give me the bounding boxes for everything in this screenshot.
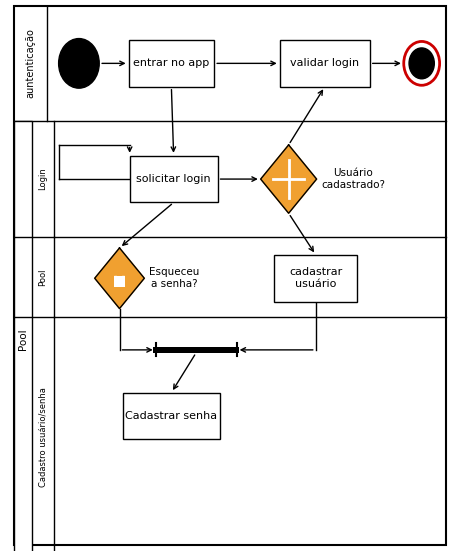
Bar (153, 347, 239, 353)
Text: Esqueceu
a senha?: Esqueceu a senha? (149, 267, 199, 289)
Text: Usuário
cadastrado?: Usuário cadastrado? (321, 168, 385, 190)
Bar (130, 156, 218, 203)
Text: Pool: Pool (38, 268, 47, 285)
Bar (129, 40, 214, 87)
Bar (123, 393, 220, 440)
Text: Login: Login (38, 168, 47, 191)
Text: Pool: Pool (18, 328, 28, 350)
Text: validar login: validar login (290, 58, 359, 68)
Text: cadastrar
usuário: cadastrar usuário (289, 267, 342, 289)
Text: Cadastrar senha: Cadastrar senha (125, 411, 217, 421)
Circle shape (59, 39, 99, 88)
Polygon shape (261, 145, 317, 213)
Text: solicitar login: solicitar login (136, 174, 211, 184)
Circle shape (409, 48, 434, 79)
Polygon shape (95, 248, 144, 309)
Bar (14, 121, 32, 551)
FancyBboxPatch shape (114, 276, 125, 287)
Text: auntenticação: auntenticação (25, 29, 36, 98)
Bar (280, 40, 370, 87)
Bar (274, 255, 358, 301)
Text: entrar no app: entrar no app (133, 58, 210, 68)
Text: Cadastro usuário/senha: Cadastro usuário/senha (38, 387, 47, 487)
